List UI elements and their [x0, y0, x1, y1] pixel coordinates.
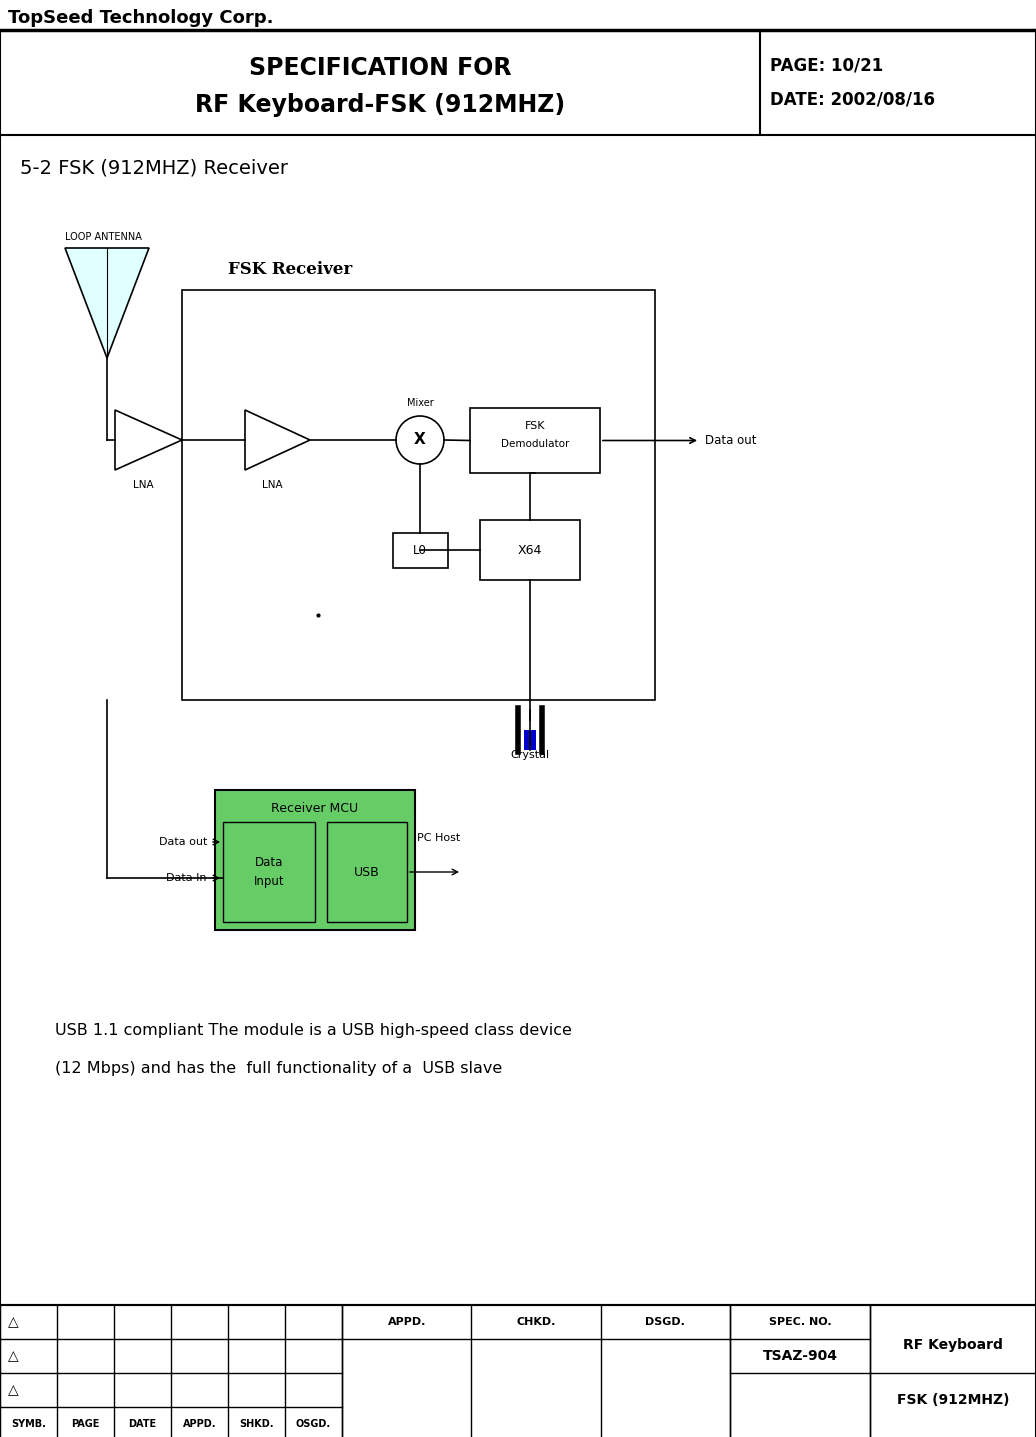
Bar: [524, 730, 536, 750]
Bar: [327, 822, 407, 923]
Text: TopSeed Technology Corp.: TopSeed Technology Corp.: [8, 9, 274, 27]
Text: PAGE: PAGE: [71, 1418, 99, 1428]
Text: OSGD.: OSGD.: [296, 1418, 332, 1428]
Text: Crystal: Crystal: [511, 750, 549, 760]
Text: APPD.: APPD.: [182, 1418, 217, 1428]
Text: LNA: LNA: [134, 480, 153, 490]
Text: TSAZ-904: TSAZ-904: [762, 1349, 837, 1364]
Text: LOOP ANTENNA: LOOP ANTENNA: [65, 231, 142, 241]
Text: DATE: 2002/08/16: DATE: 2002/08/16: [770, 91, 936, 109]
Text: FSK: FSK: [525, 421, 545, 431]
Text: RF Keyboard-FSK (912MHZ): RF Keyboard-FSK (912MHZ): [195, 93, 565, 116]
Text: USB 1.1 compliant The module is a USB high-speed class device: USB 1.1 compliant The module is a USB hi…: [55, 1023, 572, 1038]
Text: SPECIFICATION FOR: SPECIFICATION FOR: [249, 56, 511, 80]
Bar: [480, 520, 580, 581]
Text: FSK (912MHZ): FSK (912MHZ): [897, 1392, 1009, 1407]
Text: Data In: Data In: [167, 874, 207, 882]
Text: Input: Input: [254, 875, 284, 888]
Text: USB: USB: [354, 865, 380, 878]
Text: SHKD.: SHKD.: [239, 1418, 274, 1428]
Text: X: X: [414, 433, 426, 447]
Text: Receiver MCU: Receiver MCU: [271, 802, 358, 815]
Text: CHKD.: CHKD.: [516, 1316, 555, 1326]
Text: Data out: Data out: [706, 434, 756, 447]
Text: DSGD.: DSGD.: [645, 1316, 685, 1326]
Bar: [215, 790, 415, 930]
Text: PAGE: 10/21: PAGE: 10/21: [770, 56, 884, 73]
Bar: [393, 533, 448, 568]
Polygon shape: [115, 410, 182, 470]
Text: X64: X64: [518, 543, 542, 556]
Text: Data: Data: [255, 856, 283, 869]
Text: △: △: [8, 1382, 19, 1397]
Text: △: △: [8, 1349, 19, 1364]
Text: PC Host: PC Host: [418, 833, 460, 844]
Text: SYMB.: SYMB.: [11, 1418, 46, 1428]
Text: LNA: LNA: [262, 480, 283, 490]
Text: (12 Mbps) and has the  full functionality of a  USB slave: (12 Mbps) and has the full functionality…: [55, 1061, 502, 1075]
Text: SPEC. NO.: SPEC. NO.: [769, 1316, 831, 1326]
Polygon shape: [244, 410, 310, 470]
Bar: [470, 408, 600, 473]
Bar: [182, 290, 655, 700]
Text: 5-2 FSK (912MHZ) Receiver: 5-2 FSK (912MHZ) Receiver: [20, 158, 288, 178]
Text: Demodulator: Demodulator: [500, 438, 569, 448]
Polygon shape: [65, 249, 149, 358]
Text: DATE: DATE: [128, 1418, 156, 1428]
Text: L0: L0: [413, 543, 427, 556]
Text: Data out: Data out: [159, 836, 207, 846]
Text: △: △: [8, 1315, 19, 1329]
Bar: [223, 822, 315, 923]
Text: RF Keyboard: RF Keyboard: [903, 1338, 1003, 1352]
Text: FSK Receiver: FSK Receiver: [228, 262, 352, 279]
Text: APPD.: APPD.: [387, 1316, 426, 1326]
Text: Mixer: Mixer: [406, 398, 433, 408]
